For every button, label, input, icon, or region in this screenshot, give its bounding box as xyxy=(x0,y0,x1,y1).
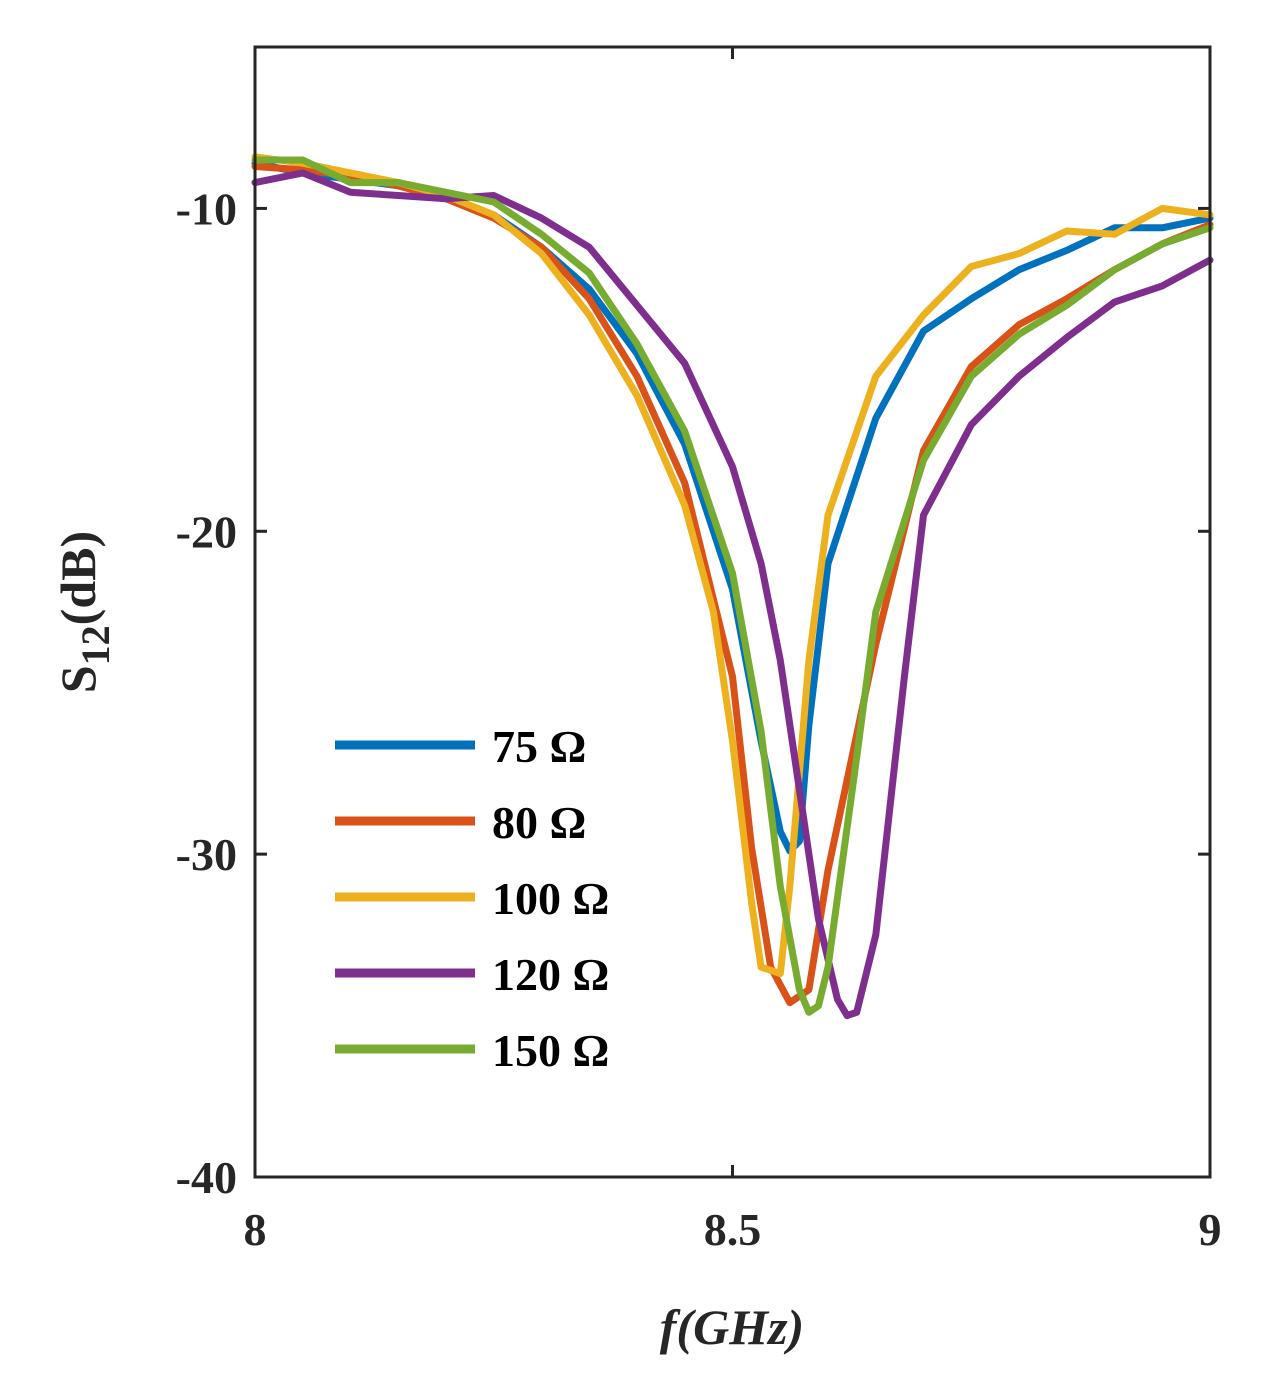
x-axis-label: f(GHz) xyxy=(660,1299,804,1355)
legend-label-0: 75 Ω xyxy=(492,721,586,772)
y-tick-label: -30 xyxy=(176,829,237,880)
x-tick-label: 8 xyxy=(244,1204,267,1255)
y-axis-label-main: S xyxy=(50,665,106,693)
y-axis-label-subscript: 12 xyxy=(73,625,118,665)
x-tick-label: 8.5 xyxy=(704,1204,762,1255)
legend-label-4: 150 Ω xyxy=(492,1025,609,1076)
legend-label-2: 100 Ω xyxy=(492,873,609,924)
legend: 75 Ω 80 Ω 100 Ω 120 Ω 150 Ω xyxy=(335,721,609,1076)
x-tick-label: 9 xyxy=(1199,1204,1222,1255)
y-axis-label: S12(dB) xyxy=(50,531,118,693)
y-tick-label: -10 xyxy=(176,183,237,234)
legend-label-1: 80 Ω xyxy=(492,797,586,848)
y-axis-label-unit: (dB) xyxy=(50,531,106,625)
series-layer xyxy=(251,153,1214,1020)
y-tick-label: -40 xyxy=(176,1152,237,1203)
ticks-layer: 8 8.5 9 -10 -20 -30 -40 xyxy=(176,47,1222,1255)
series-line-4 xyxy=(251,156,1214,1016)
y-tick-label: -20 xyxy=(176,506,237,557)
legend-label-3: 120 Ω xyxy=(492,949,609,1000)
plot-area xyxy=(255,47,1210,1177)
